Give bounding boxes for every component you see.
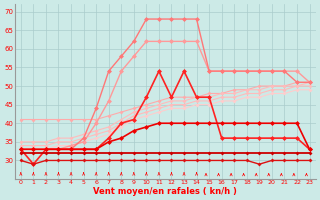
X-axis label: Vent moyen/en rafales ( kn/h ): Vent moyen/en rafales ( kn/h ) [93, 187, 237, 196]
